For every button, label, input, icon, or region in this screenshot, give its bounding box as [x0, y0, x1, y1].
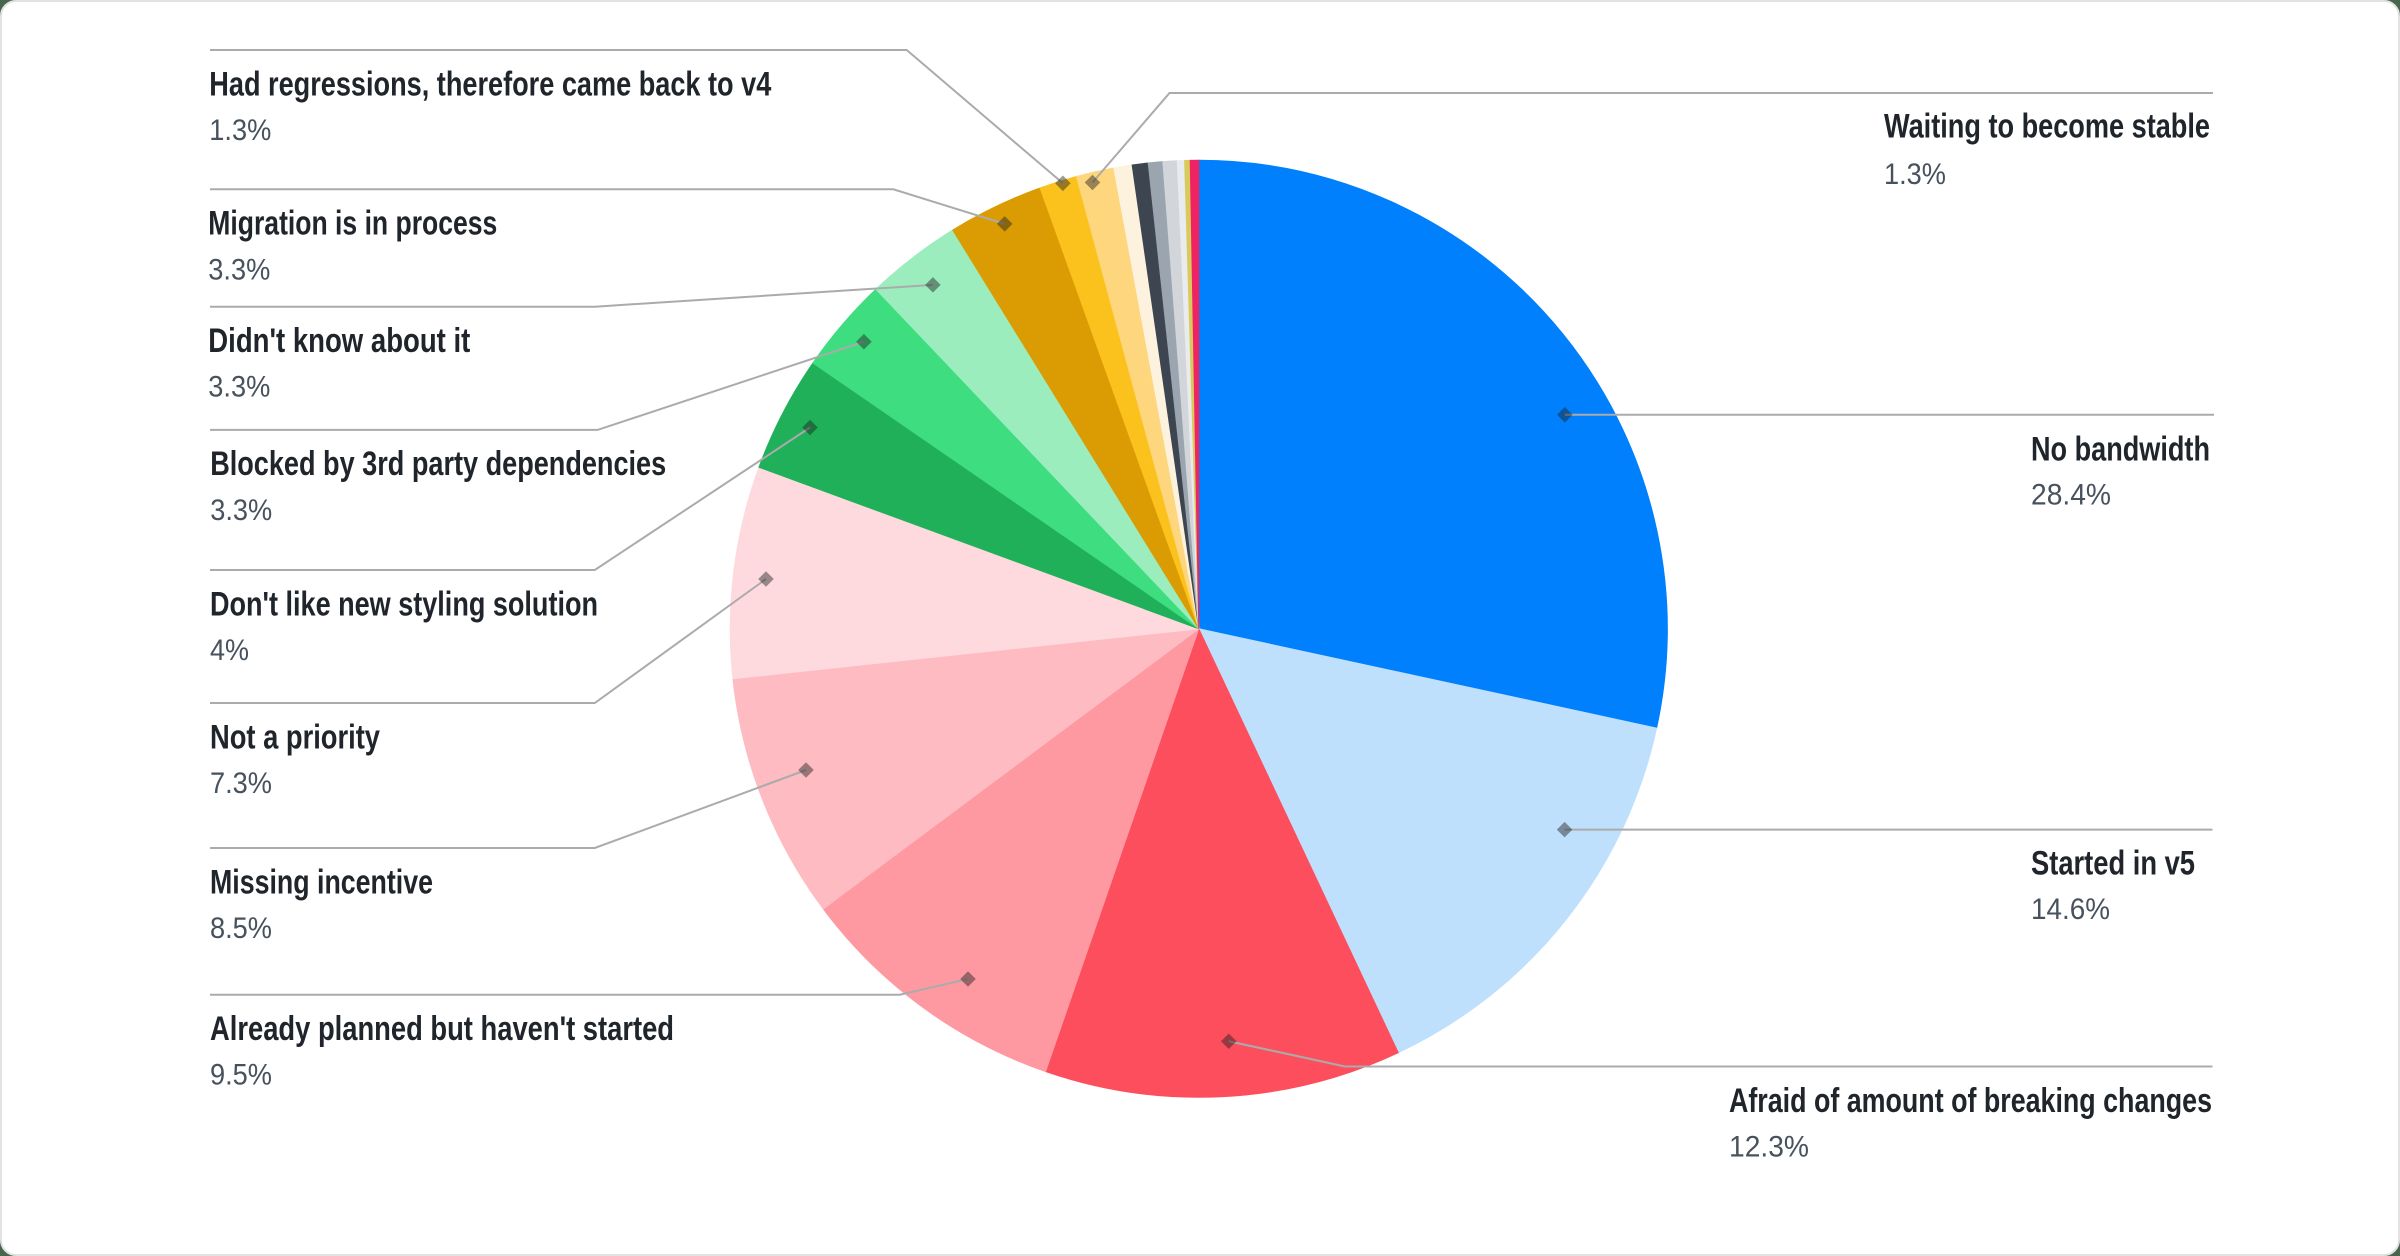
- svg-text:3.3%: 3.3%: [208, 371, 270, 404]
- svg-text:Missing incentive: Missing incentive: [210, 863, 433, 901]
- svg-text:9.5%: 9.5%: [210, 1059, 272, 1092]
- svg-text:Migration is in process: Migration is in process: [208, 205, 497, 243]
- svg-text:Blocked by 3rd party dependenc: Blocked by 3rd party dependencies: [210, 445, 666, 483]
- svg-text:3.3%: 3.3%: [210, 494, 272, 527]
- svg-text:Started in v5: Started in v5: [2031, 844, 2195, 882]
- svg-text:12.3%: 12.3%: [1729, 1131, 1809, 1164]
- svg-text:1.3%: 1.3%: [209, 114, 271, 147]
- svg-text:Didn't know about it: Didn't know about it: [208, 322, 470, 360]
- svg-text:3.3%: 3.3%: [208, 253, 270, 286]
- svg-text:Waiting to become stable: Waiting to become stable: [1884, 108, 2210, 146]
- svg-text:Don't like new styling solutio: Don't like new styling solution: [210, 585, 598, 623]
- svg-text:7.3%: 7.3%: [210, 767, 272, 800]
- svg-text:Not a priority: Not a priority: [210, 718, 380, 756]
- svg-text:8.5%: 8.5%: [210, 912, 272, 945]
- svg-text:No bandwidth: No bandwidth: [2031, 431, 2210, 469]
- svg-text:Afraid of amount of breaking c: Afraid of amount of breaking changes: [1729, 1082, 2212, 1120]
- svg-text:Had regressions, therefore cam: Had regressions, therefore came back to …: [209, 65, 771, 103]
- svg-text:28.4%: 28.4%: [2031, 479, 2111, 512]
- svg-text:4%: 4%: [210, 634, 249, 667]
- svg-text:Already planned but haven't st: Already planned but haven't started: [210, 1010, 674, 1048]
- svg-text:14.6%: 14.6%: [2031, 893, 2110, 926]
- svg-text:1.3%: 1.3%: [1884, 158, 1946, 191]
